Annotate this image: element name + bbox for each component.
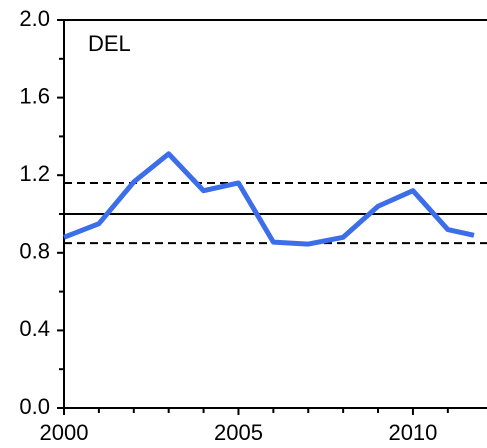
x-tick-label: 2010 [388, 420, 437, 445]
y-tick-label: 1.2 [19, 161, 50, 186]
y-tick-label: 0.8 [19, 239, 50, 264]
x-tick-label: 2000 [40, 420, 89, 445]
data-line [63, 151, 475, 247]
y-tick-label: 1.6 [19, 83, 50, 108]
y-tick-label: 0.4 [19, 316, 50, 341]
annotation: DEL [88, 31, 131, 56]
y-tick-label: 2.0 [19, 6, 50, 31]
y-tick-label: 0.0 [19, 394, 50, 419]
x-tick-label: 2005 [214, 420, 263, 445]
